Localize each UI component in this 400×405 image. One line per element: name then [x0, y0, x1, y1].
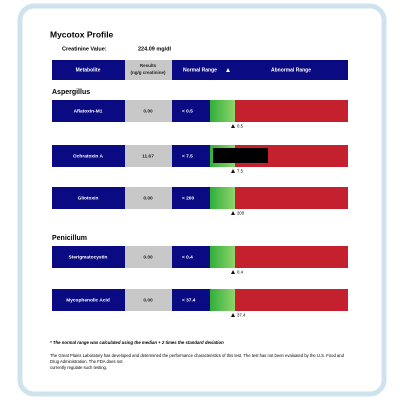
metabolite: Ochratoxin A	[73, 153, 103, 159]
footnote: * The normal range was calculated using …	[50, 340, 224, 345]
group-label: Aspergillus	[52, 89, 90, 96]
result: 0.00	[143, 254, 153, 260]
marker-icon	[231, 313, 235, 317]
normal-bar	[210, 289, 235, 311]
name-cell	[52, 100, 125, 122]
result-cell	[125, 187, 172, 209]
result-cell	[125, 100, 172, 122]
result-cell	[125, 246, 172, 268]
marker-icon	[231, 169, 235, 173]
marker-icon	[231, 211, 235, 215]
normal-cell	[172, 246, 210, 268]
name-cell	[52, 246, 125, 268]
abnormal-bar	[235, 246, 348, 268]
metabolite: Gliotoxin	[78, 195, 99, 201]
result: 0.00	[143, 297, 153, 303]
sort-icon	[226, 68, 230, 72]
normal-range: < 0.4	[182, 254, 193, 260]
disclaimer-line: Drug Administration. The FDA does not	[50, 359, 123, 364]
marker-icon	[231, 124, 235, 128]
name-cell	[52, 145, 125, 167]
metabolite: Sterigmatocystin	[69, 254, 108, 260]
disclaimer-line: currently regulate such testing.	[50, 365, 107, 370]
header-cell	[235, 60, 348, 80]
disclaimer-line: The Great Plains Laboratory has develope…	[50, 353, 345, 358]
result-cell	[125, 145, 172, 167]
header-cell	[172, 60, 235, 80]
creatinine-label: Creatinine Value:	[62, 46, 107, 52]
result-cell	[125, 289, 172, 311]
column-header: Results	[140, 63, 157, 68]
abnormal-bar	[235, 100, 348, 122]
marker-label: 0.4	[237, 270, 244, 275]
marker-label: 0.5	[237, 124, 244, 129]
metabolite: Aflatoxin-M1	[74, 108, 103, 114]
normal-bar	[210, 246, 235, 268]
name-cell	[52, 289, 125, 311]
abnormal-bar	[235, 187, 348, 209]
column-unit: (ng/g creatinine)	[130, 70, 166, 75]
normal-range: < 7.5	[182, 153, 193, 159]
group-label: Penicillum	[52, 235, 87, 242]
normal-range: < 37.4	[182, 297, 196, 303]
header-cell	[52, 60, 125, 80]
normal-cell	[172, 145, 210, 167]
result: 11.67	[142, 153, 154, 159]
marker-label: 200	[237, 211, 245, 216]
result: 0.00	[143, 195, 153, 201]
normal-cell	[172, 100, 210, 122]
title: Mycotox Profile	[50, 29, 114, 39]
marker-label: 37.4	[237, 313, 246, 318]
table-body: Aspergillus Aflatoxin-M1 0.00 < 0.5 0.5 Ochra…	[52, 89, 348, 318]
normal-bar	[210, 100, 235, 122]
normal-range: < 0.5	[182, 108, 193, 114]
marker-label: 7.5	[237, 169, 244, 174]
normal-range: < 200	[182, 195, 194, 201]
redaction	[213, 148, 268, 163]
metabolite: Mycophenolic Acid	[66, 297, 110, 303]
name-cell	[52, 187, 125, 209]
abnormal-bar	[235, 289, 348, 311]
column-header: Metabolite	[76, 67, 101, 73]
creatinine-value: 224.09 mg/dl	[138, 46, 171, 52]
marker-icon	[231, 270, 235, 274]
normal-bar	[210, 187, 235, 209]
header-cell	[125, 60, 172, 80]
column-header: Normal Range	[183, 67, 217, 73]
result: 0.00	[143, 108, 153, 114]
normal-cell	[172, 187, 210, 209]
normal-cell	[172, 289, 210, 311]
column-header: Abnormal Range	[271, 67, 311, 73]
